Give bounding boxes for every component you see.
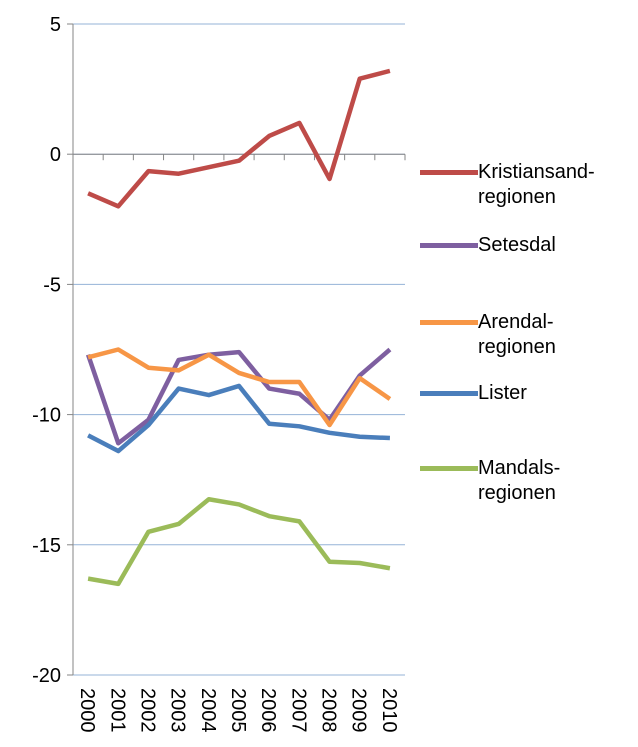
line-series (87, 383, 391, 454)
x-tick-label: 2009 (348, 688, 370, 733)
legend-item: Kristiansand-regionen (420, 160, 620, 210)
y-tick-label: -10 (32, 405, 61, 427)
x-tick-label: 2000 (76, 688, 98, 733)
x-tick-label: 2007 (287, 688, 309, 733)
y-tick-label: 5 (50, 14, 61, 36)
line-series (87, 68, 391, 209)
x-tick-label: 2004 (197, 688, 219, 733)
legend-swatch (420, 466, 478, 471)
legend-item: Arendal-regionen (420, 310, 620, 360)
legend-swatch (420, 243, 478, 248)
y-tick-label: -20 (32, 665, 61, 687)
x-tick-label: 2003 (167, 688, 189, 733)
legend-item: Lister (420, 381, 620, 406)
legend-label: Kristiansand-regionen (478, 161, 595, 208)
legend-label: Arendal-regionen (478, 311, 556, 358)
legend-swatch (420, 320, 478, 325)
legend-item: Mandals-regionen (420, 456, 620, 506)
legend-item: Setesdal (420, 233, 620, 258)
legend-swatch (420, 391, 478, 396)
line-series (85, 347, 392, 446)
y-tick-label: -15 (32, 535, 61, 557)
x-tick-label: 2008 (318, 688, 340, 733)
x-tick-label: 2005 (227, 688, 249, 733)
x-tick-label: 2001 (106, 688, 128, 733)
legend-label: Lister (478, 382, 527, 404)
legend-label: Setesdal (478, 234, 556, 256)
x-tick-label: 2010 (378, 688, 400, 733)
x-tick-label: 2002 (136, 688, 158, 733)
y-tick-label: 0 (50, 144, 61, 166)
x-tick-label: 2006 (257, 688, 279, 733)
legend-label: Mandals-regionen (478, 457, 561, 504)
y-tick-label: -5 (43, 274, 61, 296)
line-series (87, 347, 392, 428)
legend-swatch (420, 170, 478, 175)
line-series (87, 496, 391, 587)
